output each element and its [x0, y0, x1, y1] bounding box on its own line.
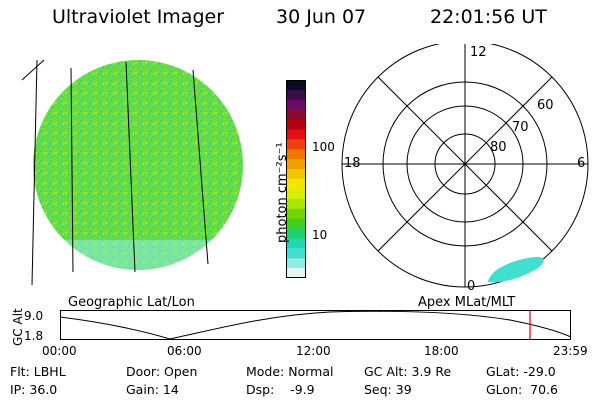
info-flt: Flt: LBHL	[10, 364, 66, 379]
altitude-xtick: 00:00	[42, 344, 77, 358]
date-label: 30 Jun 07	[276, 6, 367, 28]
altitude-xtick: 06:00	[167, 344, 202, 358]
auroral-patch	[488, 256, 544, 283]
altitude-ylabel: GC Alt	[11, 308, 25, 346]
geographic-panel-label: Geographic Lat/Lon	[68, 295, 195, 310]
colorbar-segment	[286, 129, 306, 140]
altitude-xtick: 18:00	[424, 344, 459, 358]
info-seq: Seq: 39	[364, 382, 412, 397]
colorbar-segment	[286, 99, 306, 111]
meridian-line	[31, 59, 38, 285]
colorbar-segment	[286, 188, 306, 200]
instrument-title: Ultraviolet Imager	[52, 6, 225, 28]
uv-disk	[33, 60, 243, 270]
colorbar-segment	[286, 248, 306, 259]
lat-label-80: 80	[490, 140, 507, 155]
colorbar-segment	[286, 228, 306, 239]
info-glat: GLat: -29.0	[486, 364, 556, 379]
colorbar-segment	[286, 218, 306, 230]
altitude-plot	[60, 310, 572, 340]
geographic-image	[21, 59, 243, 285]
colorbar-segment	[286, 109, 306, 121]
colorbar-tick-10: 10	[312, 228, 328, 242]
mlt-label-0: 0	[467, 279, 476, 294]
meridian-line	[192, 69, 209, 265]
altitude-xtick: 23:59	[553, 344, 588, 358]
mlt-label-12: 12	[470, 45, 487, 60]
colorbar-segment	[286, 208, 306, 220]
info-ip: IP: 36.0	[10, 382, 58, 397]
colorbar-segment	[286, 159, 306, 170]
altitude-xtick: 12:00	[296, 344, 331, 358]
mlt-label-6: 6	[577, 156, 586, 171]
colorbar-segment	[286, 198, 306, 210]
colorbar-segment	[286, 179, 306, 190]
info-gain: Gain: 14	[126, 382, 179, 397]
altitude-ytick-min: 1.8	[24, 329, 44, 343]
coast-line	[21, 59, 45, 81]
mlt-label-18: 18	[344, 156, 361, 171]
info-glon: GLon: 70.6	[486, 382, 558, 397]
colorbar-segment	[286, 169, 306, 180]
colorbar-segment	[286, 149, 306, 160]
info-mode: Mode: Normal	[246, 364, 334, 379]
apex-panel-label: Apex MLat/MLT	[418, 295, 516, 310]
colorbar-segment	[286, 139, 306, 150]
lat-label-60: 60	[537, 98, 554, 113]
altitude-curve	[60, 310, 572, 340]
colorbar-segment	[286, 238, 306, 249]
colorbar-border	[286, 80, 306, 278]
info-dsp: Dsp: -9.9	[246, 382, 315, 397]
time-label: 22:01:56 UT	[430, 6, 547, 28]
meridian-line	[125, 61, 136, 273]
colorbar-segment	[286, 89, 306, 101]
colorbar-segment	[286, 80, 306, 91]
colorbar-segment	[286, 119, 306, 131]
colorbar-segment	[286, 258, 306, 269]
colorbar-tick-100: 100	[312, 140, 335, 154]
colorbar	[286, 80, 306, 279]
info-gcalt: GC Alt: 3.9 Re	[364, 364, 452, 379]
polar-plot	[341, 44, 589, 288]
lat-label-70: 70	[512, 120, 529, 135]
info-door: Door: Open	[126, 364, 198, 379]
colorbar-segment	[286, 268, 306, 279]
altitude-ytick-max: 9.0	[24, 309, 44, 323]
meridian-line	[70, 67, 74, 273]
colorbar-unit-label: photon cm⁻²s⁻¹	[275, 142, 290, 243]
